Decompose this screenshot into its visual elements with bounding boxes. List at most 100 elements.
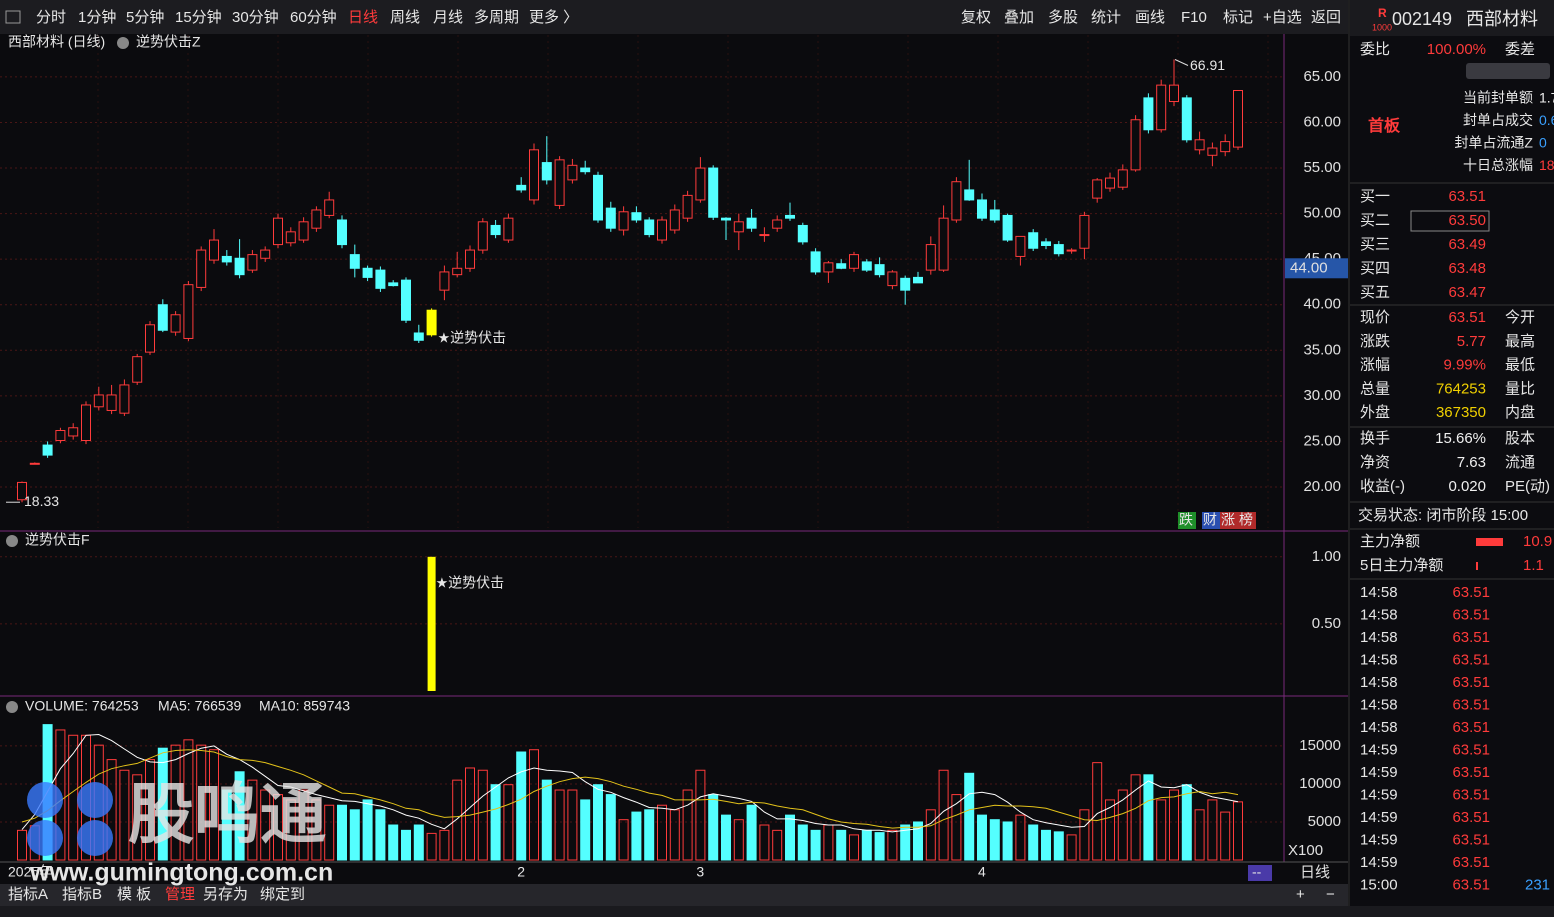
tab[interactable]: 指标B [62, 886, 102, 903]
toolbar-item[interactable]: 画线 [1135, 9, 1165, 26]
tab-control[interactable]: − [1326, 886, 1335, 903]
tab[interactable]: 绑定到 [260, 886, 305, 903]
indicator-name[interactable]: 逆势伏击Z [136, 34, 201, 50]
trade-price: 63.51 [1452, 876, 1490, 893]
toolbar-item[interactable]: 返回 [1311, 9, 1341, 26]
volume-bar [810, 829, 821, 861]
trade-price: 63.51 [1452, 809, 1490, 826]
volume-bar [196, 744, 207, 861]
bid-price: 63.48 [1448, 260, 1486, 277]
toolbar-item[interactable]: 5分钟 [126, 9, 164, 26]
low-label: 18.33 [24, 493, 59, 509]
candle-body [388, 282, 399, 287]
candle-body [183, 284, 194, 339]
volume-bar [682, 789, 693, 861]
candle-body [426, 309, 437, 336]
chart-button-label[interactable]: 榜 [1239, 512, 1253, 528]
toolbar-item[interactable]: 日线 [348, 9, 378, 26]
legend-entry: VOLUME: 764253 [25, 698, 139, 714]
indicator-icon[interactable] [6, 701, 18, 713]
seal-label: 封单占成交 [1463, 112, 1533, 128]
toolbar-item[interactable]: F10 [1181, 9, 1207, 26]
chart-button-label[interactable]: 涨 [1221, 512, 1235, 528]
indicator-icon[interactable] [117, 37, 129, 49]
toolbar-item[interactable]: 60分钟 [290, 9, 337, 26]
seal-value: 18 [1539, 157, 1554, 173]
tab[interactable]: 管理 [165, 886, 195, 903]
toolbar-item[interactable]: 多周期 [474, 9, 519, 26]
bid-price: 63.50 [1448, 212, 1486, 229]
bid-label: 买一 [1360, 188, 1390, 205]
trade-price: 63.51 [1452, 674, 1490, 691]
candle-body [1181, 97, 1192, 141]
chart-button-label[interactable]: 跌 [1179, 512, 1193, 528]
indicator-icon[interactable] [6, 535, 18, 547]
signal-label: ★逆势伏击 [438, 329, 507, 345]
tab[interactable]: 模 板 [117, 885, 151, 903]
trade-price: 63.51 [1452, 651, 1490, 668]
tab[interactable]: 指标A [8, 886, 48, 903]
volume-bar [733, 819, 744, 861]
toolbar-item[interactable]: 叠加 [1004, 9, 1034, 26]
y-tick-label: 55.00 [1303, 159, 1341, 176]
toolbar-item[interactable]: 标记 [1223, 9, 1253, 26]
quote-value: 63.51 [1448, 309, 1486, 326]
toolbar-item[interactable]: 复权 [961, 8, 991, 26]
candle-body [1041, 241, 1051, 247]
toolbar-item[interactable]: 30分钟 [232, 9, 279, 26]
menu-icon[interactable] [5, 10, 21, 24]
tab-control[interactable]: + [1296, 886, 1305, 903]
toolbar-item[interactable]: 更多 〉 [529, 9, 578, 26]
toolbar-item[interactable]: 15分钟 [175, 9, 222, 26]
toolbar-item[interactable]: 统计 [1091, 9, 1121, 26]
volume-bar [618, 819, 629, 861]
candle-body [669, 209, 680, 231]
trade-price: 63.51 [1452, 831, 1490, 848]
seal-value: 1.7 [1539, 90, 1554, 106]
candle-body [567, 164, 578, 181]
volume-bar [580, 799, 591, 861]
period-box[interactable] [1248, 865, 1272, 881]
collapse-button[interactable] [1466, 63, 1550, 79]
toolbar-item[interactable]: 多股 [1048, 9, 1078, 26]
candle-body [157, 304, 168, 331]
chart-button[interactable] [1178, 512, 1196, 529]
period-box-label[interactable]: -- [1252, 864, 1262, 880]
indicator-title: 逆势伏击F [25, 532, 90, 548]
seal-label: 封单占流通Z [1454, 135, 1533, 151]
trade-price: 63.51 [1452, 696, 1490, 713]
y-tick-label: 40.00 [1303, 296, 1341, 313]
candle-body [375, 269, 386, 289]
candle-body [631, 212, 642, 221]
candle-body [874, 264, 885, 276]
toolbar-item[interactable]: 1分钟 [78, 9, 116, 26]
candle-body [580, 167, 591, 173]
chart-button[interactable] [1220, 512, 1238, 529]
candle-body [836, 263, 847, 269]
volume-bar [836, 829, 847, 861]
trade-price: 63.51 [1452, 584, 1490, 601]
toolbar-item[interactable]: 月线 [433, 9, 463, 26]
candle-body [132, 356, 143, 383]
chart-button[interactable] [1238, 512, 1256, 529]
toolbar-item[interactable]: 周线 [390, 9, 420, 26]
chart-button-label[interactable]: 财 [1203, 512, 1217, 528]
candle-body [247, 254, 258, 271]
exchange-icon: R [1378, 6, 1387, 20]
tab[interactable]: 另存为 [203, 886, 248, 903]
cursor-price-box [1285, 258, 1348, 279]
candle-body [1028, 232, 1039, 249]
candle-body [362, 267, 373, 278]
candle-body [1117, 169, 1128, 188]
logo [27, 820, 63, 856]
volume-bar [362, 799, 373, 861]
candle-body [644, 219, 655, 236]
volume-bar [631, 811, 642, 861]
quote-value: 15.66% [1435, 430, 1486, 447]
trade-price: 63.51 [1452, 606, 1490, 623]
candle-body [708, 167, 719, 218]
toolbar-item[interactable]: +自选 [1263, 9, 1302, 26]
chart-button[interactable] [1202, 512, 1220, 529]
toolbar-item[interactable]: 分时 [36, 9, 66, 26]
